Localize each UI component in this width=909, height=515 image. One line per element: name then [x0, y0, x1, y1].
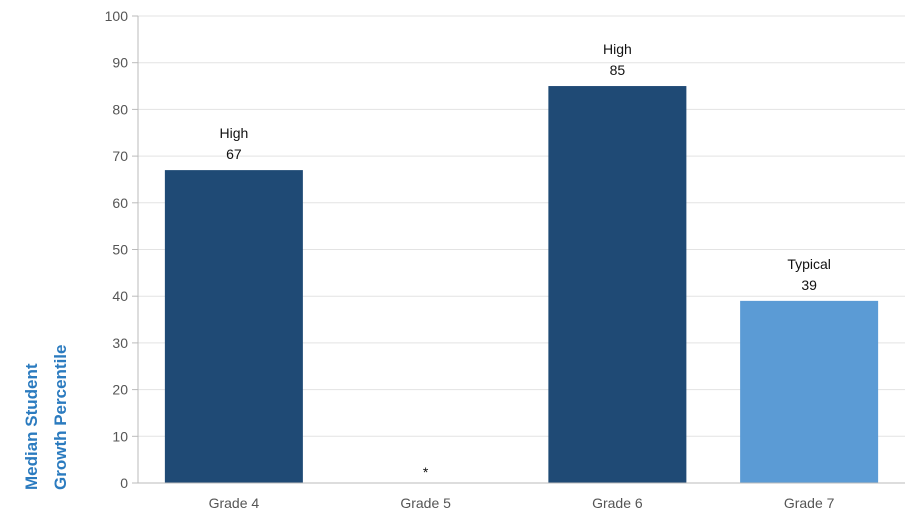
- x-category-label: Grade 7: [784, 495, 835, 511]
- bar-value-label: 67: [226, 146, 242, 162]
- bars: [164, 86, 879, 484]
- x-axis-categories: Grade 4 Grade 5 Grade 6 Grade 7: [209, 495, 835, 511]
- y-tick-label: 30: [112, 335, 128, 351]
- bar-grade-6: [548, 86, 687, 484]
- bar-category-label: High: [219, 125, 248, 141]
- y-tick-label: 50: [112, 242, 128, 258]
- y-tick-label: 80: [112, 101, 128, 117]
- y-axis-title-line-1: Median Student: [22, 363, 41, 490]
- x-category-label: Grade 4: [209, 495, 260, 511]
- missing-data-marker: *: [423, 464, 429, 480]
- y-axis-title-line-2: Growth Percentile: [51, 345, 70, 490]
- y-tick-label: 100: [105, 8, 129, 24]
- bar-value-label: 85: [610, 62, 626, 78]
- y-tick-label: 90: [112, 55, 128, 71]
- y-axis-title: Median Student Growth Percentile: [22, 345, 70, 490]
- bar-grade-7: [740, 300, 879, 483]
- bar-data-labels: High 67 * High 85 Typical 39: [219, 41, 830, 480]
- y-tick-label: 40: [112, 288, 128, 304]
- x-category-label: Grade 5: [400, 495, 451, 511]
- y-axis-ticks: 0 10 20 30 40 50 60 70 80 90 100: [105, 8, 138, 491]
- y-tick-label: 70: [112, 148, 128, 164]
- y-tick-label: 10: [112, 428, 128, 444]
- y-tick-label: 20: [112, 382, 128, 398]
- x-category-label: Grade 6: [592, 495, 643, 511]
- bar-value-label: 39: [801, 277, 817, 293]
- y-tick-label: 0: [120, 475, 128, 491]
- y-tick-label: 60: [112, 195, 128, 211]
- bar-category-label: High: [603, 41, 632, 57]
- bar-grade-4: [164, 170, 303, 484]
- bar-category-label: Typical: [787, 256, 831, 272]
